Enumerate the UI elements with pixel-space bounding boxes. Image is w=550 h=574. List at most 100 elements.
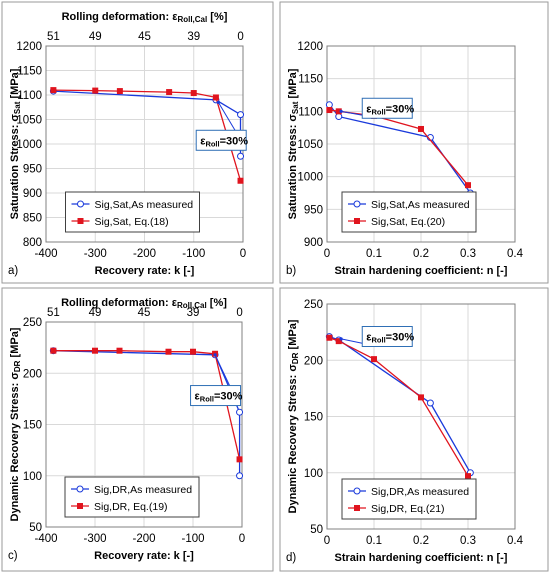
top-axis-label: Rolling deformation: εRoll,Cal [%] [62,11,228,24]
data-point-equation [50,87,57,94]
y-tick-label: 1000 [297,172,323,184]
x-tick-label: -200 [133,248,156,260]
data-point-equation [418,125,424,132]
annotation-arrow [214,354,232,388]
legend-swatch-marker [354,218,360,224]
y-tick-label: 950 [23,164,42,176]
annotation-arrow-head [216,100,220,104]
y-axis-label: Dynamic Recovery Stress: σDR [MPa] [9,327,22,521]
legend-entry: Sig,DR, Eq.(19) [94,501,168,513]
data-point-equation [116,347,123,354]
data-point-measured [236,408,244,416]
y-tick-label: 1050 [297,139,323,151]
plot-area [326,303,516,530]
legend-entry: Sig,Sat,As measured [95,199,194,211]
x-tick-label: -200 [132,533,155,545]
data-point-equation [190,90,197,97]
legend-swatch-marker [353,200,361,208]
x-tick-label: 0.3 [460,248,476,260]
panel-label: a) [8,265,18,277]
x-tick-label: 0 [324,248,330,260]
y-tick-label: 1000 [16,139,42,151]
annotation-text: εRoll=30% [366,332,414,345]
data-point-equation [326,107,333,114]
top-tick-label: 0 [236,307,242,319]
x-axis-label: Strain hardening coefficient: n [-] [335,265,508,277]
top-tick-label: 0 [237,31,243,43]
annotation-box [195,129,247,151]
y-tick-label: 250 [23,317,42,329]
x-axis-label: Strain hardening coefficient: n [-] [335,552,508,564]
x-tick-label: 0.2 [413,535,429,547]
annotation-text: εRoll=30% [366,103,414,116]
data-point-equation [166,89,173,96]
legend-swatch-marker [77,218,84,224]
legend-swatch-marker [77,503,83,509]
data-point-measured [237,152,245,160]
y-tick-label: 200 [304,355,323,367]
panel-frame [279,1,549,284]
y-tick-label: 50 [29,522,42,534]
x-tick-label: 0.4 [507,535,524,547]
annotation-box [361,97,413,119]
data-point-measured [426,399,434,407]
x-tick-label: 0.2 [413,248,429,260]
top-tick-label: 39 [187,307,200,319]
y-tick-label: 1100 [298,106,323,118]
top-tick-label: 49 [89,307,102,319]
legend-entry: Sig,DR,As measured [94,484,192,496]
x-tick-label: -400 [34,533,57,545]
legend-swatch-marker [77,200,84,208]
y-tick-label: 1200 [16,41,42,53]
panel-frame [1,287,274,572]
y-tick-label: 150 [304,412,323,424]
annotation-text: εRoll=30% [200,135,248,148]
legend-swatch-marker [353,487,361,495]
x-tick-label: -100 [181,533,204,545]
x-tick-label: -100 [182,248,205,260]
legend [341,191,477,233]
data-point-equation [92,347,98,354]
chart-panel-b: 900 950 1000 1050 1100 1150 1200 0 0.1 0.2 0.3 0.4 S… [279,1,549,284]
y-tick-label: 1100 [17,90,42,102]
y-axis-label: Saturation Stress: σSat [MPa] [287,68,300,219]
y-tick-label: 900 [304,237,323,249]
y-tick-label: 1200 [297,41,323,53]
annotation-arrow-head [213,353,217,357]
plot-area [326,45,516,243]
legend-entry: Sig,Sat,As measured [371,199,470,211]
data-point-equation [335,108,342,115]
x-tick-label: -300 [84,248,107,260]
y-tick-label: 250 [304,299,323,311]
top-tick-label: 49 [89,31,102,43]
data-point-equation [326,334,333,341]
y-tick-label: 50 [310,524,323,536]
legend [341,478,477,520]
y-tick-label: 800 [23,237,42,249]
x-tick-label: 0 [324,535,330,547]
top-tick-label: 45 [138,307,151,319]
y-tick-label: 1150 [298,74,323,86]
data-point-equation [50,347,57,354]
legend-swatch-marker [76,485,84,493]
data-point-equation [465,473,471,480]
y-tick-label: 850 [23,213,42,225]
y-tick-label: 100 [23,471,42,483]
legend-entry: Sig,DR, Eq.(21) [371,503,445,515]
x-axis-label: Recovery rate: k [-] [95,265,195,277]
panel-frame [279,287,549,572]
annotation-arrow-head [339,109,343,113]
legend-entry: Sig,Sat, Eq.(20) [371,216,445,228]
panel-label: b) [286,265,296,277]
y-tick-label: 1150 [17,66,42,78]
x-tick-label: 0 [240,248,246,260]
data-point-equation [237,177,244,184]
x-tick-label: 0.1 [366,248,382,260]
chart-panel-a: 800 850 900 950 1000 1050 1100 1150 1200 -400 -300… [1,1,274,284]
legend-entry: Sig,DR,As measured [371,486,469,498]
y-tick-label: 150 [23,420,42,432]
annotation-box [361,326,413,347]
x-tick-label: -400 [34,248,57,260]
legend-entry: Sig,Sat, Eq.(18) [95,216,169,228]
data-point-measured [335,113,343,121]
